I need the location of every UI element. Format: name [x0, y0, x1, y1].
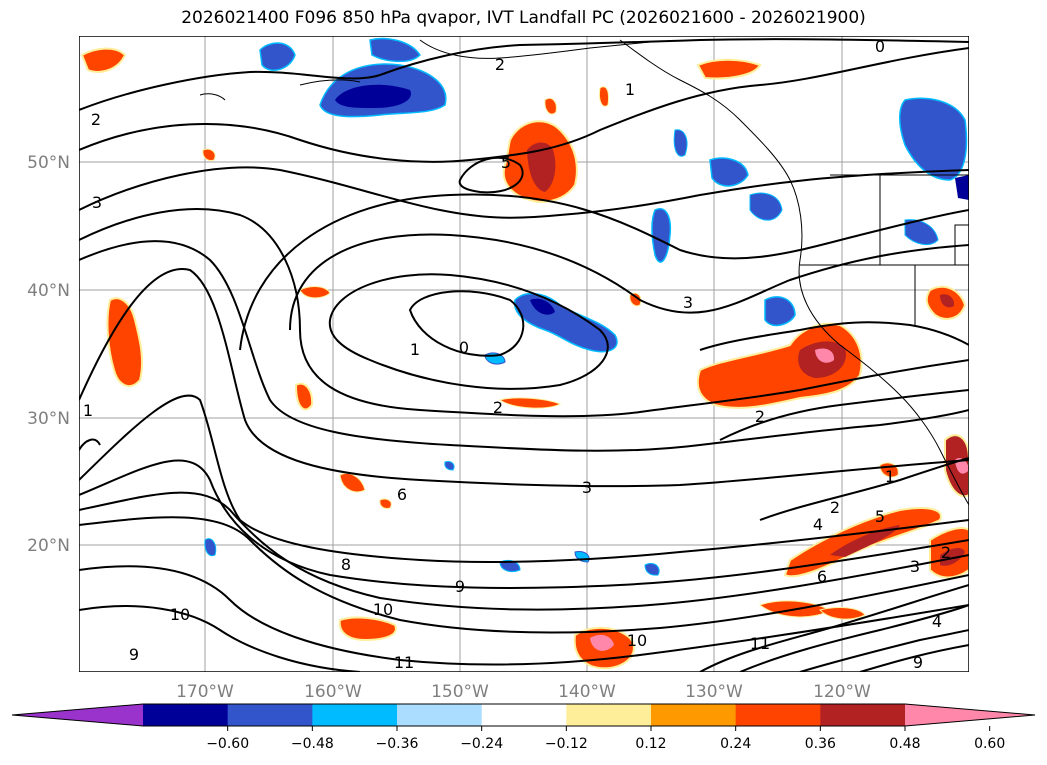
colorbar-segment: [227, 704, 313, 726]
contour-label: 1: [885, 467, 895, 486]
contour-label: 3: [910, 557, 920, 576]
lon-label-130w: 130°W: [685, 682, 743, 702]
colorbar-segment: [820, 704, 906, 726]
contour-label: 0: [875, 37, 885, 56]
contour-labels: 0 1 2 2 3 5 1 0 3 2 2 1 2 3 4 5 6 8 9 10…: [83, 37, 951, 672]
contour-label: 2: [830, 498, 840, 517]
contour-label: 5: [875, 507, 885, 526]
colorbar-tick-label: 0.24: [720, 736, 751, 752]
colorbar-segment: [481, 704, 567, 726]
colorbar-segment: [312, 704, 398, 726]
coastlines: [199, 39, 969, 506]
colorbar-extend-high: [905, 704, 1035, 726]
contour-label: 3: [683, 293, 693, 312]
colorbar-tick-label: 0.48: [889, 736, 920, 752]
colorbar-tick-label: −0.48: [291, 736, 334, 752]
contour-label: 4: [813, 515, 823, 534]
colorbar-segment: [397, 704, 483, 726]
contour-label: 10: [170, 605, 190, 624]
contour-label: 10: [373, 600, 393, 619]
colorbar-tick-label: 0.60: [974, 736, 1005, 752]
colorbar-tick-label: −0.60: [206, 736, 249, 752]
contour-label: 2: [495, 55, 505, 74]
lat-label-50n: 50°N: [27, 153, 70, 173]
contour-label: 2: [91, 110, 101, 129]
colorbar-segment: [143, 704, 229, 726]
contour-label: 1: [410, 340, 420, 359]
lon-label-150w: 150°W: [431, 682, 489, 702]
contour-label: 11: [394, 653, 414, 672]
latitude-labels: 50°N 40°N 30°N 20°N: [27, 153, 70, 556]
colorbar-segment: [735, 704, 821, 726]
colorbar-tick-label: −0.12: [545, 736, 588, 752]
lon-label-140w: 140°W: [558, 682, 616, 702]
colorbar: −0.60 −0.48 −0.36 −0.24 −0.12 0.12 0.24 0.36 0.4…: [11, 703, 1036, 752]
colorbar-tick-label: −0.36: [376, 736, 419, 752]
map-panel: 0 1 2 2 3 5 1 0 3 2 2 1 2 3 4 5 6 8 9 10…: [79, 36, 969, 672]
contour-label: 10: [627, 631, 647, 650]
lat-label-30n: 30°N: [27, 409, 70, 429]
longitude-labels: 170°W 160°W 150°W 140°W 130°W 120°W: [176, 682, 871, 702]
contour-label: 9: [129, 645, 139, 664]
contour-label: 2: [941, 543, 951, 562]
colorbar-extend-low: [12, 704, 143, 726]
contour-lines: [79, 38, 969, 672]
contour-label: 6: [817, 567, 827, 586]
contour-label: 5: [501, 153, 511, 172]
contour-label: 0: [459, 338, 469, 357]
contour-label: 4: [932, 612, 942, 631]
colorbar-segment: [566, 704, 652, 726]
contour-label: 9: [913, 653, 923, 672]
colorbar-outline: [11, 703, 1036, 727]
contour-label: 1: [625, 80, 635, 99]
contour-label: 6: [397, 485, 407, 504]
colorbar-tick-label: 0.36: [805, 736, 836, 752]
contour-label: 8: [341, 555, 351, 574]
lon-label-170w: 170°W: [176, 682, 234, 702]
lon-label-120w: 120°W: [813, 682, 871, 702]
figure-title: 2026021400 F096 850 hPa qvapor, IVT Land…: [181, 8, 866, 28]
colorbar-tick-label: −0.24: [460, 736, 503, 752]
contour-label: 2: [755, 407, 765, 426]
lat-label-40n: 40°N: [27, 281, 70, 301]
colorbar-segment: [651, 704, 737, 726]
contour-label: 3: [582, 478, 592, 497]
lon-label-160w: 160°W: [304, 682, 362, 702]
contour-label: 2: [493, 398, 503, 417]
contour-label: 9: [455, 577, 465, 596]
lat-label-20n: 20°N: [27, 536, 70, 556]
contour-label: 3: [92, 193, 102, 212]
negative-anomaly-patches: [204, 37, 969, 576]
contour-label: 11: [750, 634, 770, 653]
contour-label: 1: [83, 401, 93, 420]
colorbar-tick-label: 0.12: [635, 736, 666, 752]
